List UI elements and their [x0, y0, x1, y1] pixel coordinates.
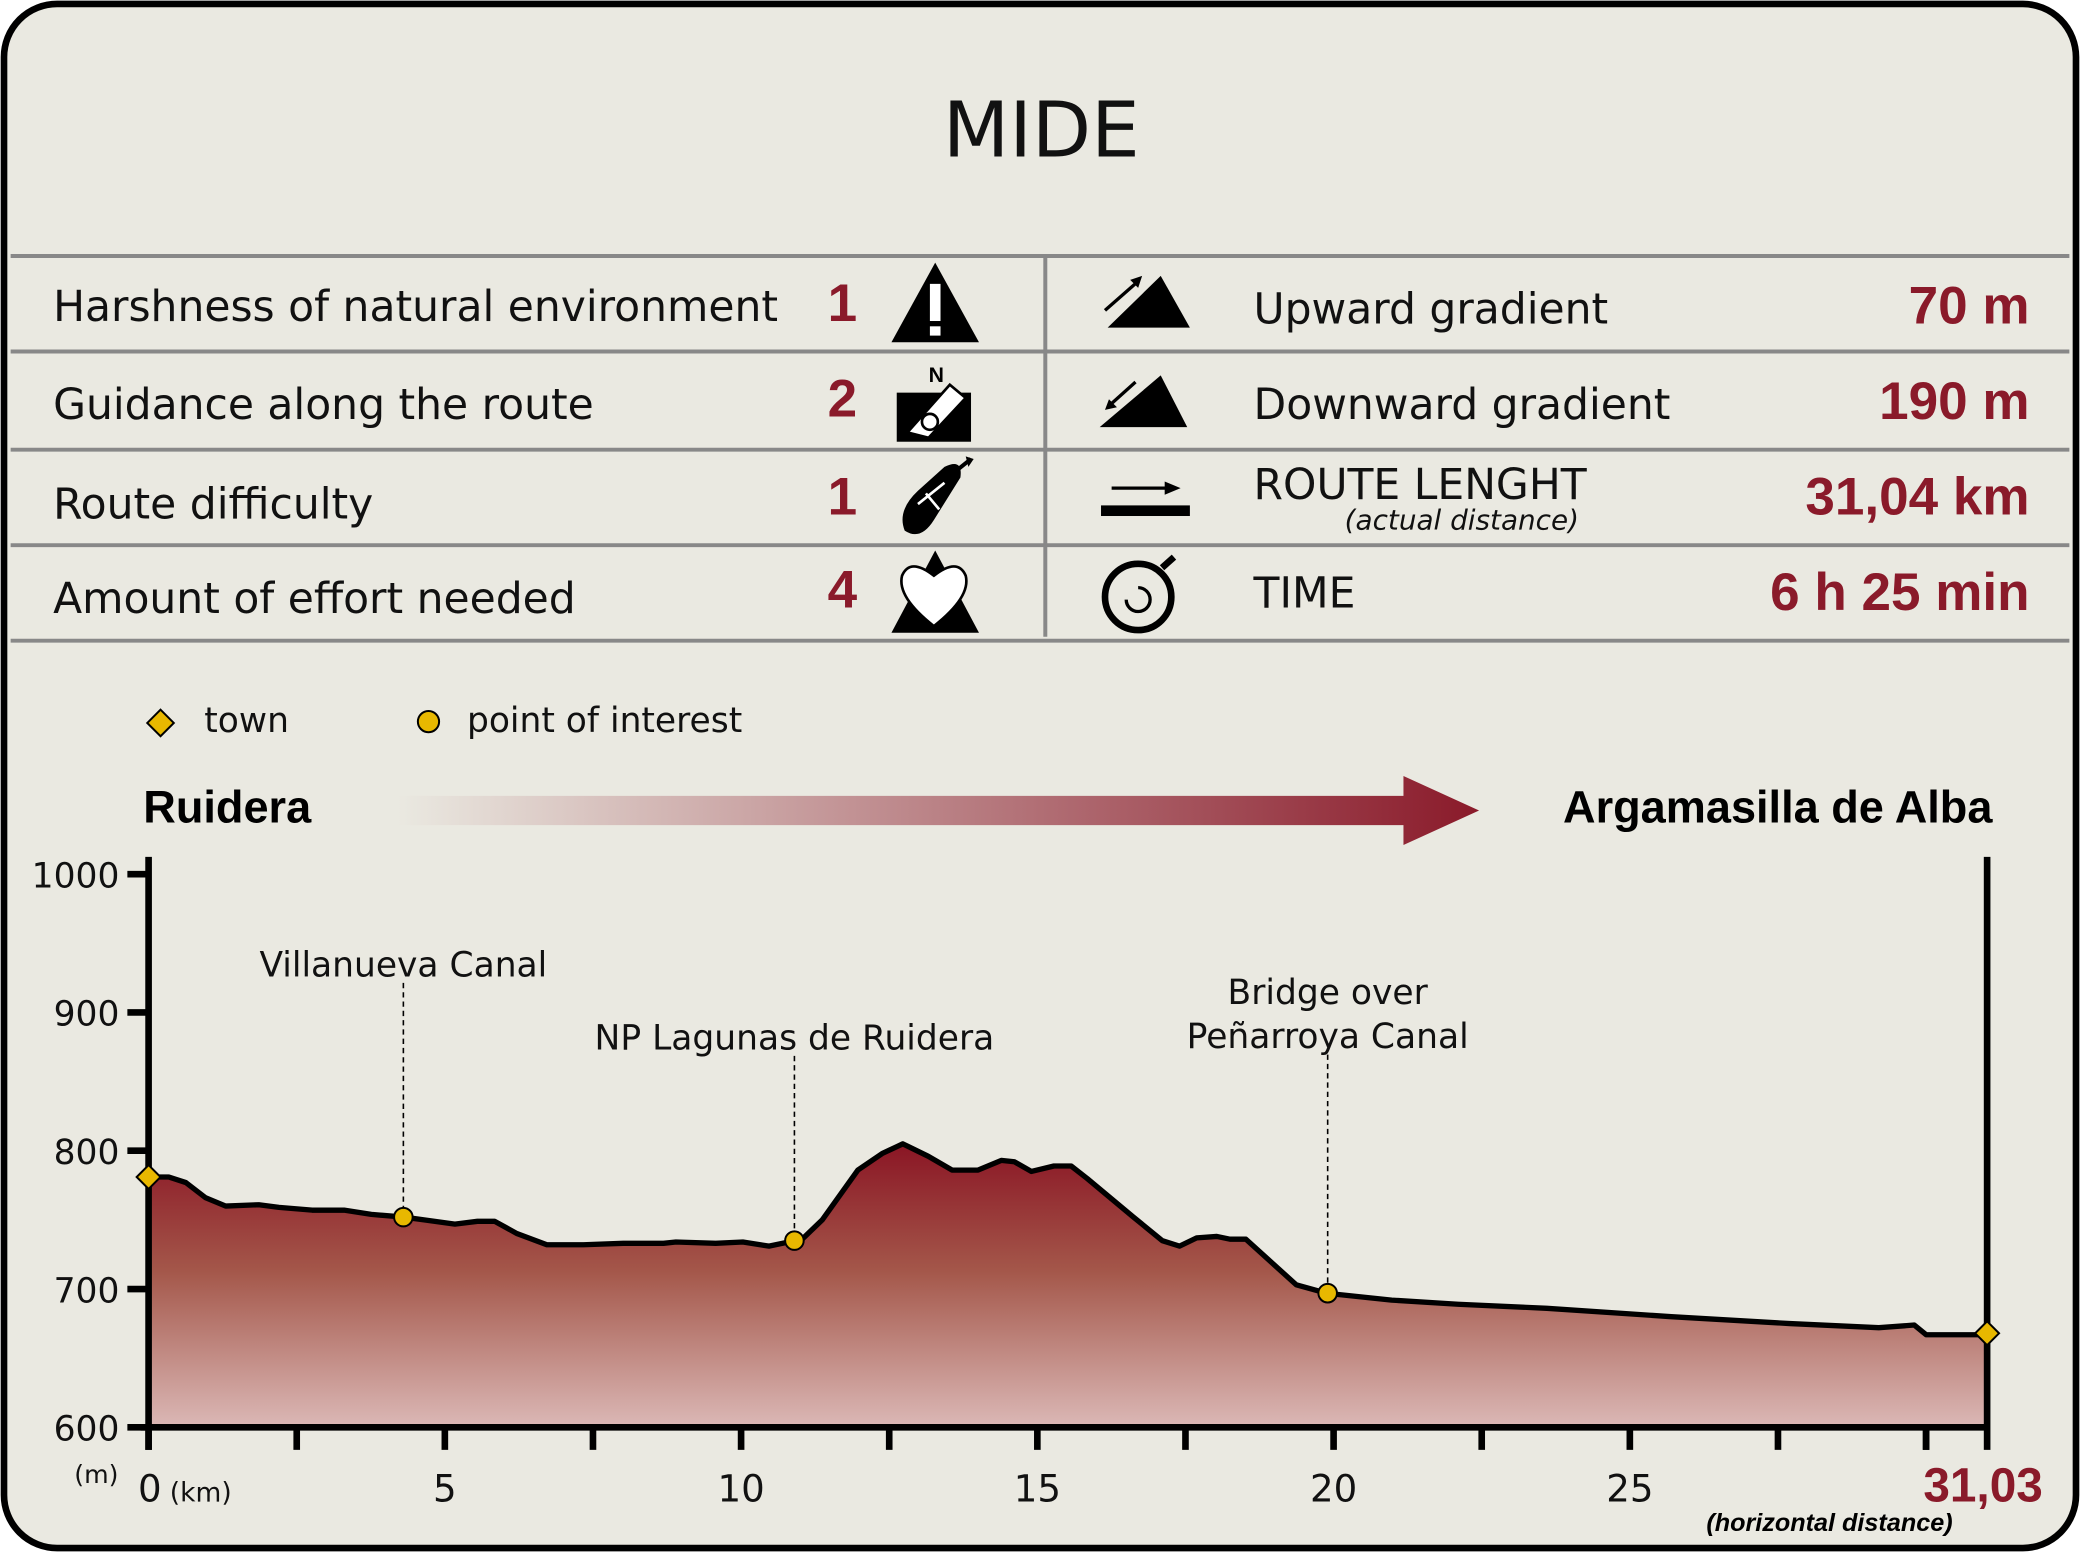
poi-marker-icon [784, 1230, 805, 1251]
town-marker-icon [135, 1163, 162, 1191]
warning-icon [891, 262, 979, 343]
end-town: Argamasilla de Alba [1563, 781, 1993, 832]
start-town: Ruidera [143, 781, 312, 832]
stat-label: Downward gradient [1254, 381, 1671, 430]
mide-value: 2 [828, 370, 858, 429]
y-axis-unit: (m) [74, 1460, 118, 1489]
poi-marker-icon [393, 1206, 414, 1228]
x-end-label: 31,03 [1923, 1460, 2043, 1513]
heart-effort-icon [891, 550, 979, 633]
mide-row-harshness: Harshness of natural environment 1 [53, 262, 979, 343]
x-tick-label: 25 [1606, 1468, 1653, 1511]
y-tick-label: 600 [54, 1410, 120, 1450]
mide-value: 1 [828, 468, 858, 527]
poi-marker-icon [1317, 1282, 1338, 1304]
upward-gradient-icon [1103, 275, 1190, 328]
mide-label: Route difficulty [53, 481, 373, 530]
direction-arrow-icon [397, 776, 1480, 845]
stat-sublabel: (actual distance) [1345, 503, 1579, 536]
footprint-icon [902, 456, 974, 535]
x-axis-unit: (km) [170, 1478, 232, 1509]
stat-value: 70 m [1909, 277, 2030, 336]
stat-value: 190 m [1879, 372, 2029, 431]
stat-upward-gradient: Upward gradient 70 m [1103, 275, 2030, 336]
poi-label: NP Lagunas de Ruidera [595, 1018, 995, 1058]
stopwatch-icon [1101, 554, 1177, 634]
profile-area [148, 1143, 1988, 1428]
mide-value: 4 [828, 561, 858, 620]
y-tick-label: 700 [54, 1271, 120, 1311]
poi-label: Peñarroya Canal [1187, 1017, 1469, 1057]
page-title: MIDE [943, 87, 1140, 176]
x-tick-label: 0 [138, 1468, 162, 1511]
y-tick-label: 900 [54, 995, 120, 1035]
legend-town: town [204, 701, 289, 741]
downward-gradient-icon [1099, 375, 1188, 428]
stat-label: Upward gradient [1254, 286, 1609, 335]
poi-marker-icon [416, 710, 441, 734]
elevation-profile: 600 700 800 900 1000 0 5 10 15 20 25 Villanueva C… [32, 856, 2043, 1536]
legend: town point of interest [145, 701, 742, 741]
stat-value: 31,04 km [1805, 468, 2029, 527]
x-tick-label: 10 [717, 1468, 764, 1511]
y-tick-label: 1000 [32, 856, 120, 896]
poi-label: Villanueva Canal [259, 945, 547, 985]
mide-row-guidance: Guidance along the route 2 N [53, 364, 972, 442]
town-marker-icon [145, 708, 176, 738]
mide-label: Amount of effort needed [53, 575, 576, 624]
svg-text:N: N [929, 364, 944, 387]
poi-label: Bridge over [1228, 973, 1429, 1013]
x-tick-label: 20 [1310, 1468, 1357, 1511]
route-length-icon [1101, 481, 1190, 517]
mide-row-difficulty: Route difficulty 1 [53, 456, 974, 535]
y-tick-label: 800 [54, 1133, 120, 1173]
x-axis-note: (horizontal distance) [1706, 1509, 1952, 1537]
stat-time: TIME 6 h 25 min [1101, 554, 2030, 634]
x-tick-label: 5 [433, 1468, 457, 1511]
town-marker-icon [1973, 1319, 2001, 1347]
stat-value: 6 h 25 min [1770, 563, 2029, 622]
x-tick-label: 15 [1014, 1468, 1061, 1511]
poi: Villanueva Canal [259, 945, 547, 1228]
mide-row-effort: Amount of effort needed 4 [53, 550, 979, 633]
compass-hand-icon: N [896, 364, 972, 442]
mide-label: Harshness of natural environment [53, 283, 778, 332]
poi: NP Lagunas de Ruidera [595, 1018, 995, 1251]
mide-value: 1 [828, 274, 858, 333]
axes [140, 856, 1991, 1450]
stat-label: TIME [1253, 570, 1356, 619]
stat-downward-gradient: Downward gradient 190 m [1099, 372, 2030, 431]
legend-poi: point of interest [467, 701, 742, 741]
table-grid [10, 254, 2070, 643]
mide-label: Guidance along the route [53, 381, 594, 430]
stat-route-length: ROUTE LENGHT (actual distance) 31,04 km [1101, 461, 2030, 536]
stat-label: ROUTE LENGHT [1254, 461, 1588, 510]
